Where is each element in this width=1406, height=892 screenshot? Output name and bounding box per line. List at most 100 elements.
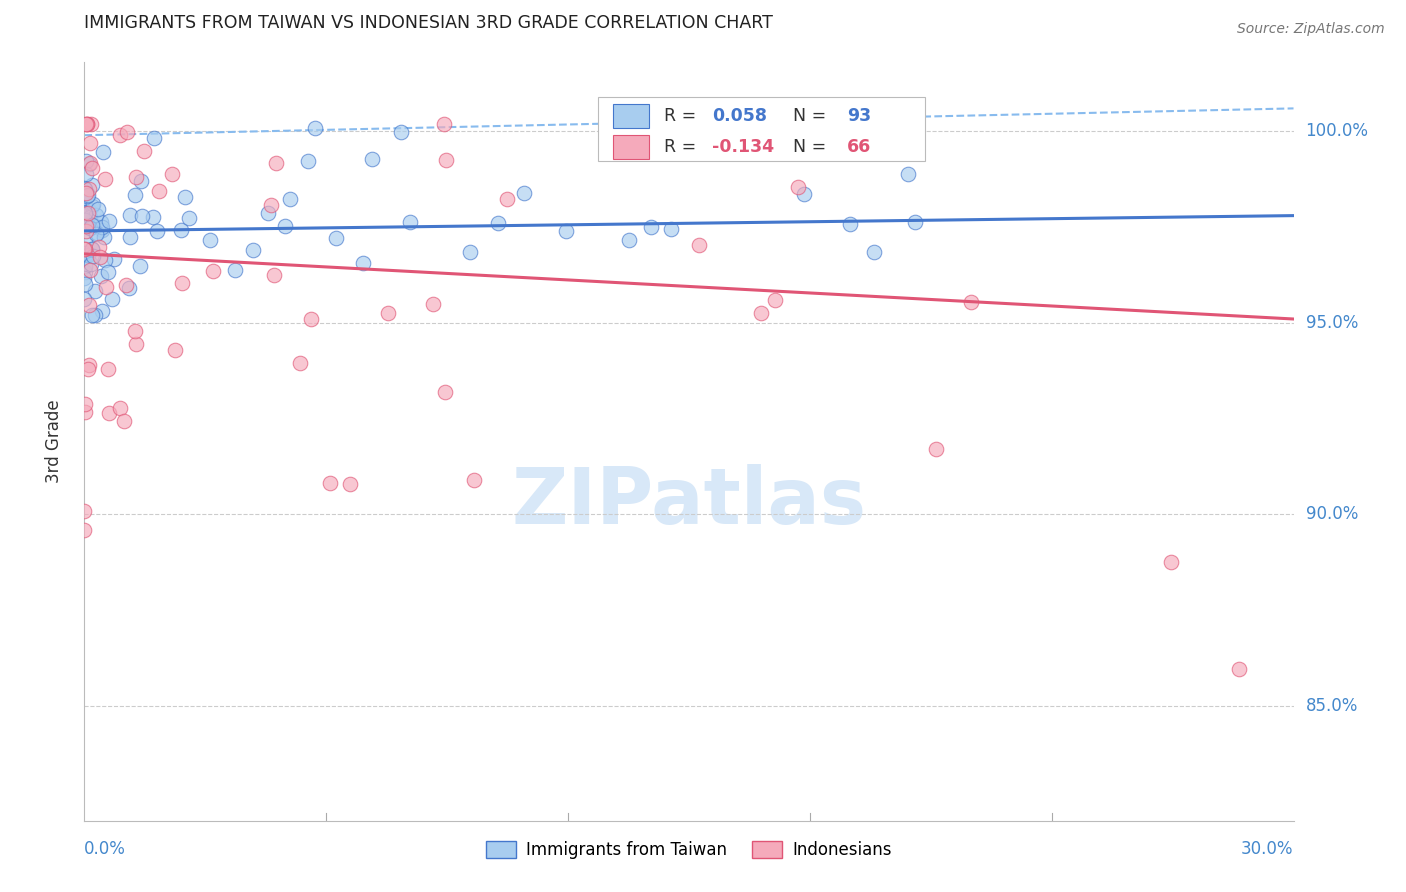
Point bbox=[118, 208, 141, 222]
FancyBboxPatch shape bbox=[599, 96, 925, 161]
Point bbox=[131, 209, 153, 223]
Point bbox=[86, 227, 108, 241]
Text: ZIPatlas: ZIPatlas bbox=[512, 464, 866, 541]
Point bbox=[170, 276, 193, 290]
Text: -0.134: -0.134 bbox=[711, 138, 775, 156]
Point bbox=[297, 153, 319, 168]
Point bbox=[82, 308, 104, 322]
Point bbox=[200, 233, 222, 247]
Point bbox=[87, 240, 110, 254]
Point bbox=[177, 211, 200, 226]
Point bbox=[145, 223, 167, 237]
Text: R =: R = bbox=[664, 138, 702, 156]
Point bbox=[77, 206, 100, 220]
Point bbox=[73, 277, 96, 292]
Point bbox=[90, 269, 112, 284]
Point bbox=[82, 197, 104, 211]
Point bbox=[304, 121, 326, 136]
Point bbox=[73, 246, 96, 260]
Point bbox=[433, 385, 456, 400]
Point bbox=[118, 281, 141, 295]
Point bbox=[600, 117, 623, 131]
Point bbox=[242, 243, 264, 257]
Point bbox=[77, 298, 100, 312]
Point bbox=[838, 217, 860, 231]
Point bbox=[325, 231, 347, 245]
Point bbox=[98, 406, 121, 420]
Point bbox=[79, 221, 101, 235]
Point bbox=[73, 242, 96, 256]
Point bbox=[87, 202, 110, 216]
Point bbox=[260, 198, 283, 212]
Point bbox=[77, 157, 100, 171]
Point bbox=[112, 414, 135, 428]
Point bbox=[73, 204, 96, 219]
Point bbox=[76, 362, 98, 376]
Point bbox=[73, 259, 96, 273]
FancyBboxPatch shape bbox=[613, 103, 650, 128]
Text: Source: ZipAtlas.com: Source: ZipAtlas.com bbox=[1237, 22, 1385, 37]
Text: N =: N = bbox=[782, 107, 832, 125]
Point bbox=[75, 153, 97, 168]
Point bbox=[863, 244, 886, 259]
Point bbox=[115, 125, 138, 139]
Point bbox=[94, 172, 117, 186]
Text: 3rd Grade: 3rd Grade bbox=[45, 400, 63, 483]
Point bbox=[103, 252, 125, 267]
Point bbox=[94, 279, 117, 293]
Text: 30.0%: 30.0% bbox=[1241, 839, 1294, 858]
Point bbox=[83, 218, 105, 232]
Point bbox=[160, 167, 183, 181]
Text: IMMIGRANTS FROM TAIWAN VS INDONESIAN 3RD GRADE CORRELATION CHART: IMMIGRANTS FROM TAIWAN VS INDONESIAN 3RD… bbox=[84, 14, 773, 32]
Point bbox=[75, 117, 97, 131]
Point bbox=[319, 476, 342, 491]
Point bbox=[352, 255, 374, 269]
Point bbox=[79, 211, 101, 225]
Point bbox=[73, 242, 96, 256]
Point bbox=[142, 210, 165, 224]
Point bbox=[554, 224, 576, 238]
Point bbox=[89, 250, 111, 264]
Point bbox=[73, 293, 96, 307]
Point bbox=[77, 358, 100, 372]
Point bbox=[787, 180, 810, 194]
Point bbox=[80, 161, 103, 176]
Point bbox=[79, 156, 101, 170]
Point bbox=[73, 233, 96, 247]
Point bbox=[79, 136, 101, 150]
Point bbox=[897, 167, 920, 181]
Point bbox=[1160, 555, 1182, 569]
Point bbox=[98, 214, 121, 228]
Point bbox=[131, 173, 153, 187]
Point bbox=[80, 117, 103, 131]
Point bbox=[90, 215, 112, 229]
Point bbox=[763, 293, 786, 307]
Point bbox=[398, 215, 420, 229]
Point bbox=[76, 189, 98, 203]
Point bbox=[148, 184, 170, 198]
Point bbox=[82, 218, 104, 232]
Point bbox=[434, 153, 457, 168]
Text: N =: N = bbox=[782, 138, 832, 156]
Point bbox=[94, 252, 117, 267]
Point bbox=[80, 257, 103, 271]
Point bbox=[76, 246, 98, 260]
Point bbox=[496, 192, 519, 206]
Point bbox=[91, 223, 114, 237]
FancyBboxPatch shape bbox=[613, 135, 650, 159]
Point bbox=[274, 219, 297, 233]
Point bbox=[82, 199, 104, 213]
Point bbox=[73, 213, 96, 227]
Point bbox=[75, 219, 97, 234]
Point bbox=[73, 180, 96, 194]
Point bbox=[266, 156, 288, 170]
Point bbox=[256, 205, 278, 219]
Text: 0.0%: 0.0% bbox=[84, 839, 127, 858]
Point bbox=[82, 178, 104, 193]
Point bbox=[339, 477, 361, 491]
Point bbox=[73, 270, 96, 285]
Point bbox=[904, 215, 927, 229]
Point bbox=[1227, 662, 1250, 676]
Point bbox=[201, 264, 224, 278]
Point bbox=[73, 405, 96, 419]
